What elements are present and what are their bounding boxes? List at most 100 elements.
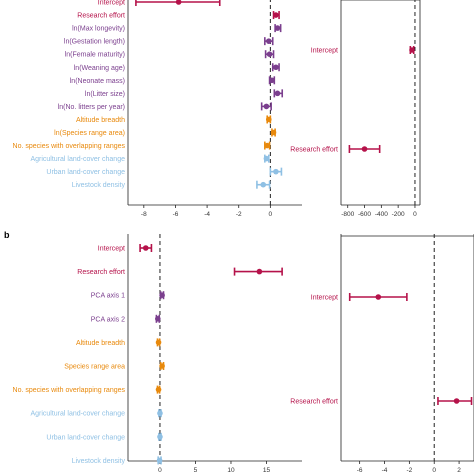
point-estimate <box>142 245 149 251</box>
x-tick-label: 10 <box>227 467 235 474</box>
row-label: Livestock density <box>72 182 126 189</box>
point-estimate <box>157 434 163 440</box>
point-estimate <box>265 116 272 123</box>
point-estimate <box>256 268 263 275</box>
row-label: ln(Gestation length) <box>64 39 125 46</box>
point-estimate <box>264 142 271 149</box>
row-label: Agricultural land-cover change <box>30 156 125 163</box>
x-tick-label: 0 <box>269 211 273 218</box>
point-estimate <box>157 410 163 417</box>
x-tick-label: -600 <box>358 211 371 218</box>
x-tick-label: -4 <box>382 467 388 474</box>
point-estimate <box>175 0 182 5</box>
x-tick-label: -2 <box>406 467 412 474</box>
point-estimate <box>265 38 272 44</box>
point-estimate <box>266 51 273 57</box>
x-tick-label: 0 <box>158 467 162 474</box>
panel-b_left: 0 5 10 15 Intercept Research effort PCA axis 1… <box>13 234 302 474</box>
panel-b-label: b <box>4 230 10 240</box>
point-estimate <box>159 292 165 299</box>
point-estimate <box>274 25 281 31</box>
point-estimate <box>156 457 163 464</box>
estimate-intercept <box>135 0 221 6</box>
point-estimate <box>409 47 415 53</box>
estimate-intercept <box>409 46 415 54</box>
estimate-intercept <box>348 293 408 301</box>
row-label: ln(No. litters per year) <box>58 104 125 111</box>
estimate-pca-axis-1 <box>159 291 165 300</box>
row-label: ln(Species range area) <box>54 130 125 137</box>
estimate-intercept <box>139 244 153 252</box>
x-tick-label: 15 <box>263 467 271 474</box>
estimate-no-species-with-overlapping-ranges <box>155 385 162 394</box>
row-label: ln(Max longevity) <box>72 26 125 33</box>
point-estimate <box>155 386 162 393</box>
x-tick-label: -8 <box>141 211 147 218</box>
estimate-livestock-density <box>256 180 271 189</box>
point-estimate <box>273 12 279 18</box>
point-estimate <box>260 181 267 188</box>
row-label: Urban land-cover change <box>46 434 125 441</box>
x-tick-label: 0 <box>432 467 436 474</box>
row-label: Altitude breadth <box>76 340 125 347</box>
row-label: No. species with overlapping ranges <box>13 387 126 394</box>
row-label: Intercept <box>98 246 125 253</box>
estimate-agricultural-land-cover-change <box>157 409 163 418</box>
point-estimate <box>361 146 368 152</box>
estimate-ln-species-range-area <box>270 128 277 137</box>
row-label: PCA axis 1 <box>91 293 125 300</box>
point-estimate <box>269 77 275 84</box>
row-label: Intercept <box>311 48 338 55</box>
x-tick-label: -6 <box>357 467 363 474</box>
row-label: Species range area <box>64 364 125 371</box>
estimate-research-effort <box>348 145 381 153</box>
point-estimate <box>263 155 270 162</box>
row-label: No. species with overlapping ranges <box>13 143 126 150</box>
point-estimate <box>273 64 279 71</box>
estimate-urban-land-cover-change <box>157 432 163 441</box>
point-estimate <box>159 363 165 369</box>
estimate-ln-gestation-length <box>264 37 274 46</box>
row-label: Agricultural land-cover change <box>30 411 125 418</box>
x-tick-label: 0 <box>413 211 417 218</box>
point-estimate <box>273 168 279 175</box>
row-label: Urban land-cover change <box>46 169 125 176</box>
estimate-ln-no-litters-per-year <box>260 102 272 111</box>
estimate-research-effort <box>272 11 280 20</box>
x-tick-label: -2 <box>236 211 242 218</box>
estimate-ln-weaning-age <box>271 63 280 72</box>
estimate-agricultural-land-cover-change <box>263 154 270 163</box>
estimate-urban-land-cover-change <box>269 167 283 176</box>
point-estimate <box>155 316 161 322</box>
row-label: Research effort <box>77 13 125 20</box>
x-tick-label: -4 <box>204 211 210 218</box>
estimate-no-species-with-overlapping-ranges <box>264 141 271 150</box>
estimate-altitude-breadth <box>155 338 162 347</box>
x-tick-label: -6 <box>173 211 179 218</box>
panel-a_left: -8 -6 -4 -2 0 Intercept Research effort ln(Max … <box>13 0 302 218</box>
row-label: ln(Weaning age) <box>74 65 125 72</box>
row-label: ln(Female maturity) <box>65 52 125 59</box>
row-label: ln(Neonate mass) <box>70 78 125 85</box>
x-tick-label: -400 <box>375 211 388 218</box>
estimate-research-effort <box>233 267 283 276</box>
row-label: Research effort <box>77 269 125 276</box>
row-label: Livestock density <box>72 458 126 465</box>
estimate-research-effort <box>437 397 473 405</box>
point-estimate <box>263 103 270 110</box>
point-estimate <box>270 129 277 136</box>
x-tick-label: 5 <box>194 467 198 474</box>
estimate-species-range-area <box>159 362 165 370</box>
panel-a_right: -800 -600 -400 -200 0 Intercept Research effor… <box>290 0 421 218</box>
estimate-pca-axis-2 <box>155 314 161 323</box>
x-tick-label: -200 <box>392 211 405 218</box>
row-label: ln(Litter size) <box>85 91 125 98</box>
row-label: PCA axis 2 <box>91 316 125 323</box>
estimate-altitude-breadth <box>265 115 272 124</box>
point-estimate <box>155 339 162 346</box>
panel-b_right: -6 -4 -2 0 2 Intercept Research effort <box>290 234 474 474</box>
point-estimate <box>375 294 382 300</box>
row-label: Research effort <box>290 147 338 154</box>
row-label: Intercept <box>311 295 338 302</box>
